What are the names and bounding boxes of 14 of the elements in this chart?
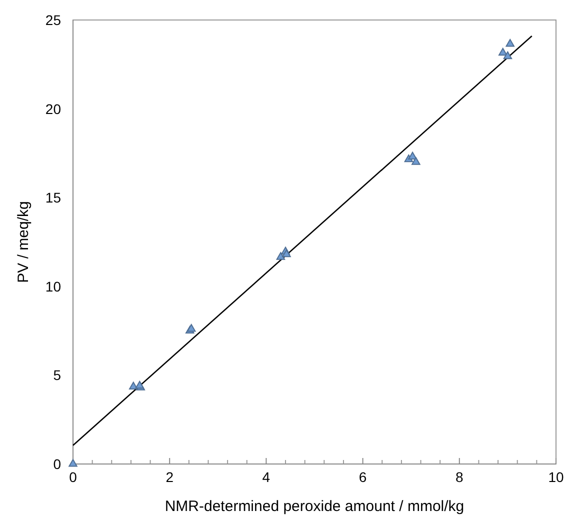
x-tick-label: 10: [548, 469, 564, 485]
y-tick-label: 25: [45, 12, 62, 28]
x-axis-title: NMR-determined peroxide amount / mmol/kg: [164, 498, 464, 515]
y-tick-label: 10: [45, 278, 62, 294]
y-tick-label: 5: [53, 367, 62, 384]
y-tick-label: 0: [53, 456, 62, 472]
x-tick-label: 0: [69, 469, 78, 485]
x-tick-label: 6: [358, 469, 367, 485]
x-tick-label: 8: [456, 469, 464, 485]
y-tick-label: 15: [45, 190, 62, 206]
x-tick-label: 2: [166, 469, 174, 485]
y-tick-label: 20: [45, 100, 62, 117]
y-axis-title: PV / meq/kg: [15, 201, 32, 283]
x-tick-label: 4: [262, 469, 270, 485]
